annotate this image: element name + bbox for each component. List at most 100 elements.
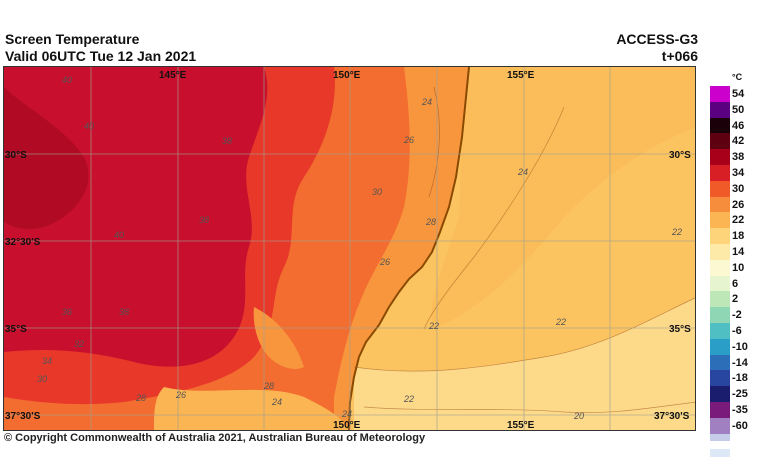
legend-swatch [710, 307, 730, 324]
temperature-map[interactable]: 145°E 150°E 155°E 150°E 155°E 30°S 30°S … [3, 66, 696, 431]
contour-label: 28 [425, 217, 436, 227]
lat-label: 37°30'S [5, 411, 41, 422]
legend-label: -6 [732, 325, 742, 337]
map-title: Screen Temperature [5, 31, 140, 47]
legend-swatch [710, 386, 730, 403]
contour-label: 22 [403, 394, 414, 404]
legend-label: 34 [732, 167, 745, 179]
lon-label: 145°E [159, 70, 187, 81]
lon-label: 155°E [507, 70, 535, 81]
legend-label: -14 [732, 356, 748, 369]
ocean-warm-band [431, 67, 695, 329]
legend-swatch [710, 133, 730, 150]
legend-swatch [710, 117, 730, 134]
coastline [348, 67, 470, 430]
legend-swatch [710, 165, 730, 182]
legend-label: 18 [732, 230, 745, 243]
lon-label: 155°E [507, 420, 535, 431]
contour-label: 26 [403, 135, 414, 145]
contour-label: 40 [84, 121, 94, 131]
legend-label: -60 [732, 419, 748, 432]
lat-label: 37°30'S [654, 411, 690, 422]
legend-swatch [710, 338, 730, 356]
legend-label: 6 [732, 277, 739, 290]
contour-label: 24 [421, 97, 432, 107]
legend-label: 38 [732, 151, 745, 164]
contour-label: 22 [555, 317, 566, 327]
lon-label: 150°E [333, 70, 361, 81]
lat-label: 30°S [5, 150, 27, 161]
lon-label: 150°E [333, 420, 361, 431]
contour-label: 30 [372, 187, 382, 197]
map-svg: 145°E 150°E 155°E 150°E 155°E 30°S 30°S … [4, 67, 695, 431]
legend-swatch [710, 417, 730, 435]
land-hottest-patch [4, 87, 89, 230]
legend-swatch [710, 370, 730, 387]
legend-swatch [710, 101, 730, 119]
contour-label: 30 [37, 374, 47, 384]
legend-label: 46 [732, 119, 745, 132]
legend-swatch [710, 291, 730, 308]
legend-swatch [710, 86, 730, 103]
contour-label: 22 [671, 227, 682, 237]
contour-label: 38 [199, 215, 209, 225]
legend-swatch [710, 149, 730, 166]
legend-label: -25 [732, 388, 748, 401]
legend-label: 26 [732, 198, 745, 211]
contour-label: 26 [379, 257, 390, 267]
legend-swatch [710, 244, 730, 261]
legend-label: -35 [732, 404, 748, 416]
isotherm-line [353, 297, 695, 372]
contour-label: 40 [114, 230, 124, 240]
contour-label: 24 [517, 167, 528, 177]
copyright-notice: © Copyright Commonwealth of Australia 20… [4, 432, 426, 444]
legend-unit: °C [732, 72, 743, 82]
lat-label: 32°30'S [5, 237, 41, 248]
land-tableland-cool [253, 307, 304, 369]
legend-label: 14 [732, 246, 745, 258]
contour-label: 28 [135, 393, 146, 403]
legend-swatch [710, 212, 730, 229]
legend-label: -10 [732, 340, 748, 353]
lead-time: t+066 [661, 48, 698, 64]
legend-label: -18 [732, 372, 748, 385]
legend-swatch [710, 323, 730, 340]
isotherm-line [363, 401, 695, 413]
legend-label: 22 [732, 214, 745, 227]
model-name: ACCESS-G3 [616, 31, 698, 47]
lat-label: 30°S [669, 150, 691, 161]
contour-label: 28 [263, 381, 274, 391]
contour-label: 40 [62, 75, 72, 85]
contour-label: 38 [119, 307, 129, 317]
legend-label: 30 [732, 182, 745, 195]
valid-time: Valid 06UTC Tue 12 Jan 2021 [5, 48, 197, 64]
legend-swatch [710, 449, 730, 457]
legend-label: 10 [732, 261, 745, 274]
isotherm-line [423, 106, 565, 330]
contour-label: 34 [42, 356, 52, 366]
lat-label: 35°S [5, 324, 27, 335]
legend-swatch [710, 402, 730, 419]
legend-label: 42 [732, 135, 745, 148]
legend-swatch [710, 259, 730, 277]
contour-label: 20 [573, 411, 584, 421]
legend-swatch [710, 275, 730, 292]
legend-swatch [710, 180, 730, 198]
legend-label: 2 [732, 293, 739, 306]
graticule [4, 67, 695, 430]
legend-swatch [710, 354, 730, 371]
legend-label: 50 [732, 103, 745, 116]
legend-swatch [710, 433, 730, 442]
lat-label: 35°S [669, 324, 691, 335]
contour-label: 22 [428, 321, 439, 331]
contour-label: 24 [341, 409, 352, 419]
legend-swatch [710, 228, 730, 245]
contour-label: 24 [271, 397, 282, 407]
land-south-cool [154, 387, 349, 430]
legend-label: -2 [732, 309, 742, 322]
legend-label: 54 [732, 88, 745, 100]
legend-swatch [710, 196, 730, 213]
contour-label: 26 [175, 390, 186, 400]
contour-label: 36 [62, 307, 72, 317]
contour-label: 32 [74, 339, 84, 349]
